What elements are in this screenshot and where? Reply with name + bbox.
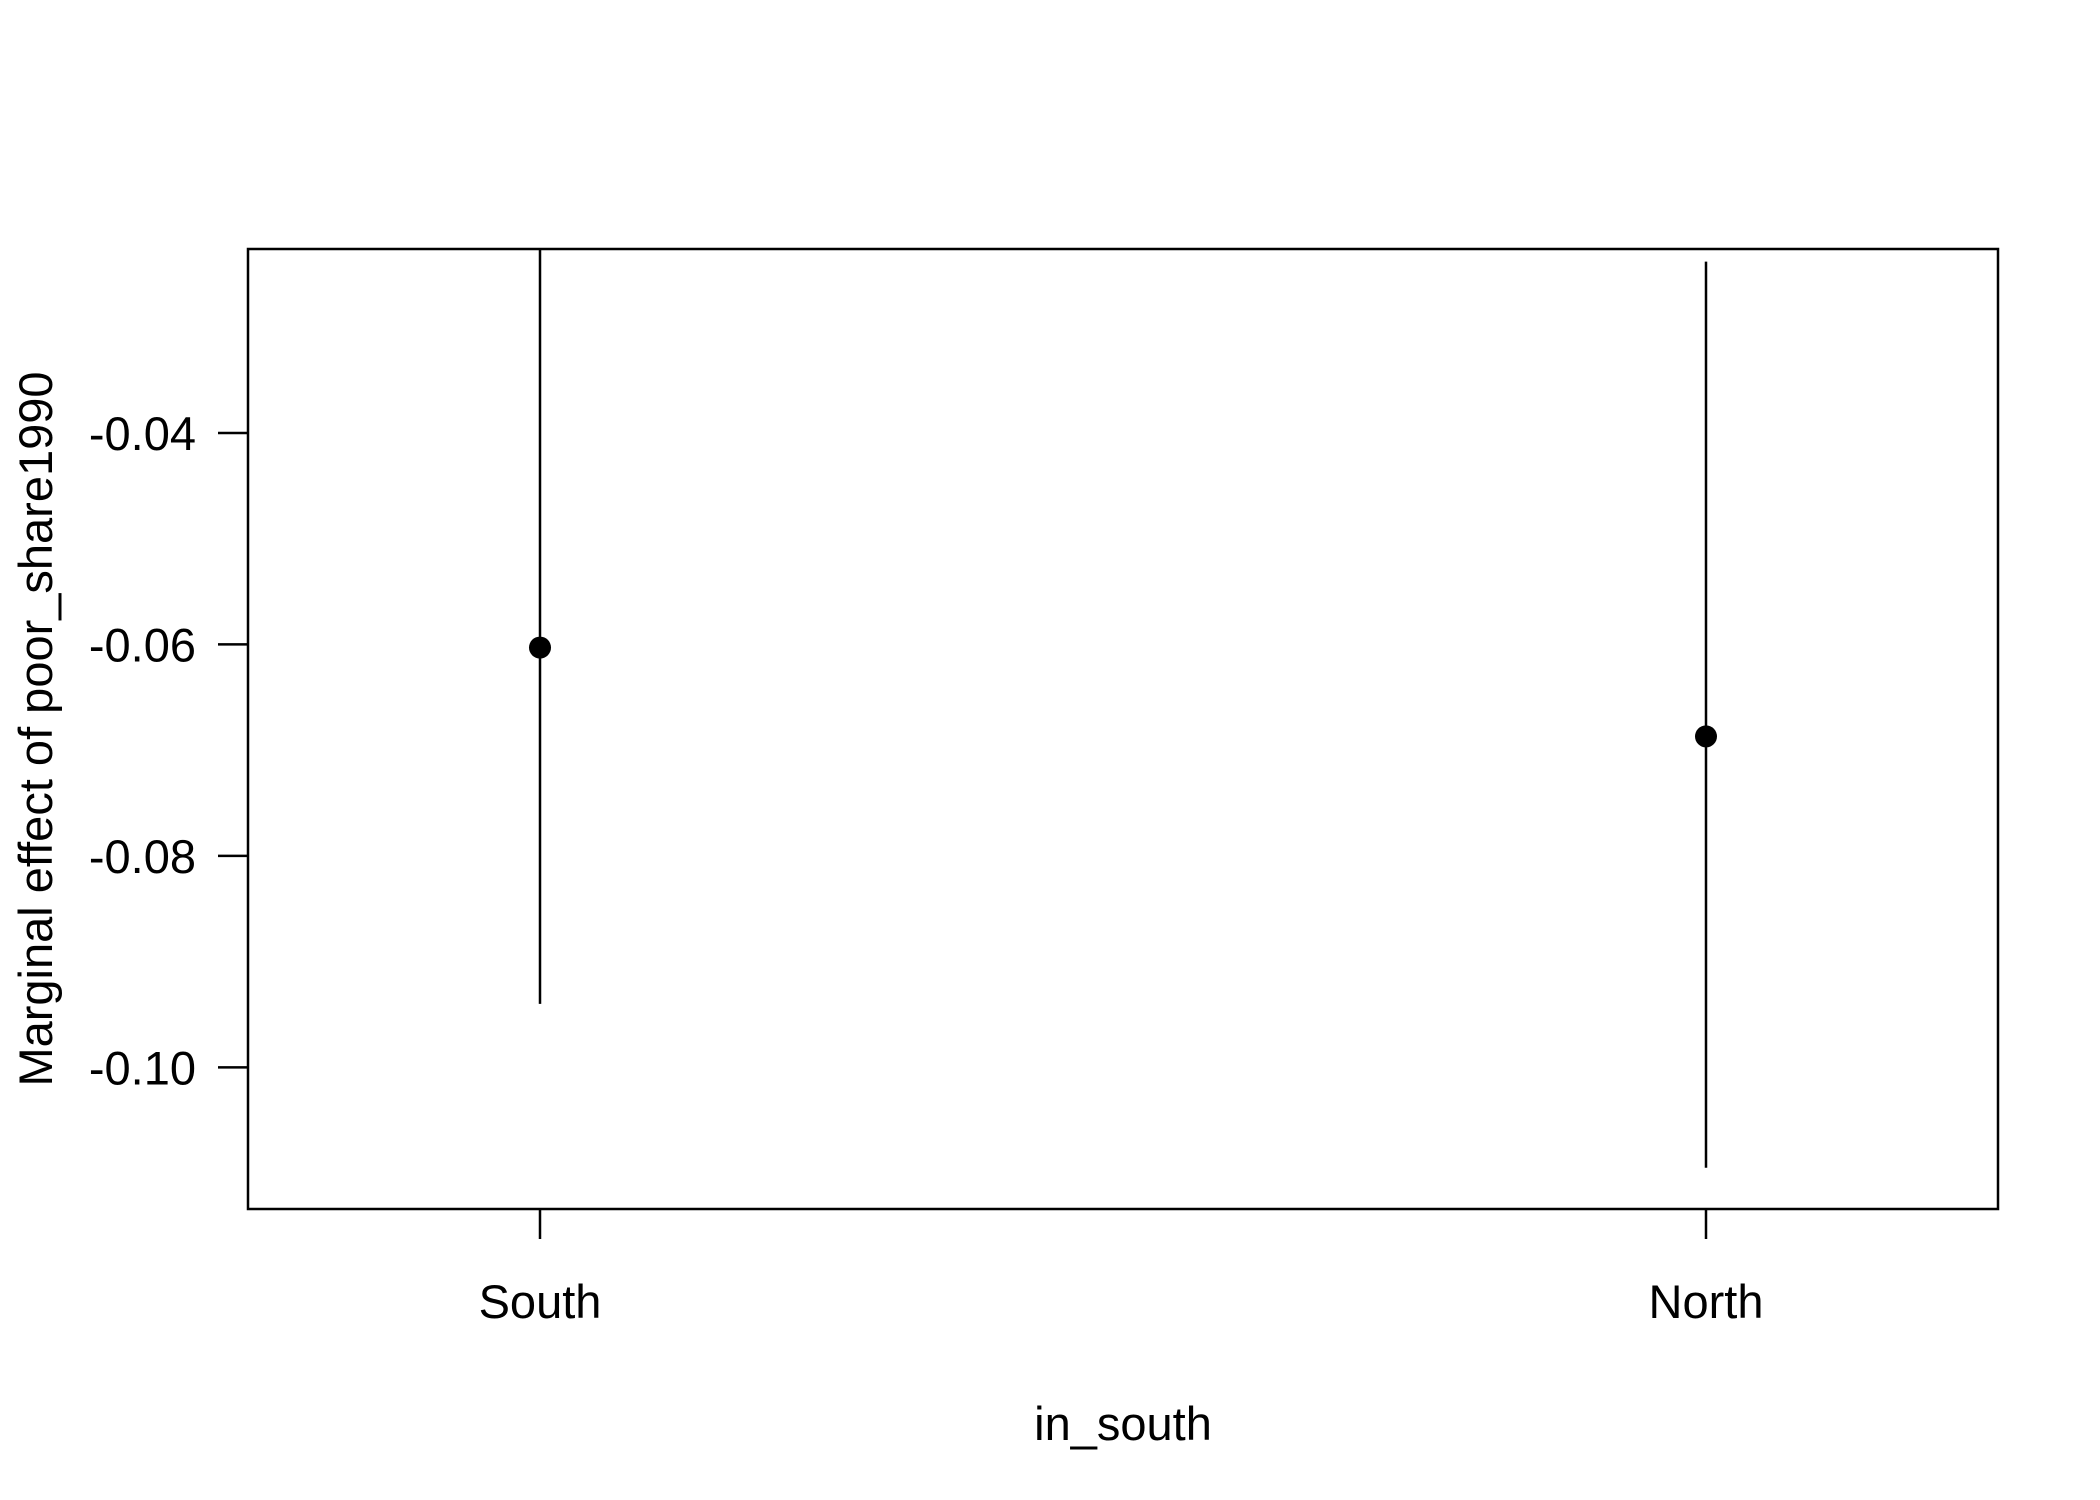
- x-tick-label-south: South: [479, 1275, 602, 1328]
- y-axis-title: Marginal effect of poor_share1990: [9, 371, 62, 1086]
- y-tick-label: -0.06: [89, 618, 196, 671]
- y-tick-label: -0.04: [89, 407, 196, 460]
- plot-area-frame: [246, 247, 2000, 1211]
- y-tick-label: -0.08: [89, 830, 196, 883]
- point-south: [529, 636, 551, 659]
- x-axis: South North: [479, 1209, 1764, 1328]
- x-tick-label-north: North: [1649, 1275, 1764, 1328]
- chart-marks: [529, 247, 1717, 1168]
- y-axis: -0.04 -0.06 -0.08 -0.10: [89, 407, 248, 1094]
- y-tick-label: -0.10: [89, 1041, 196, 1094]
- x-axis-title: in_south: [1034, 1397, 1212, 1450]
- point-north: [1695, 725, 1717, 748]
